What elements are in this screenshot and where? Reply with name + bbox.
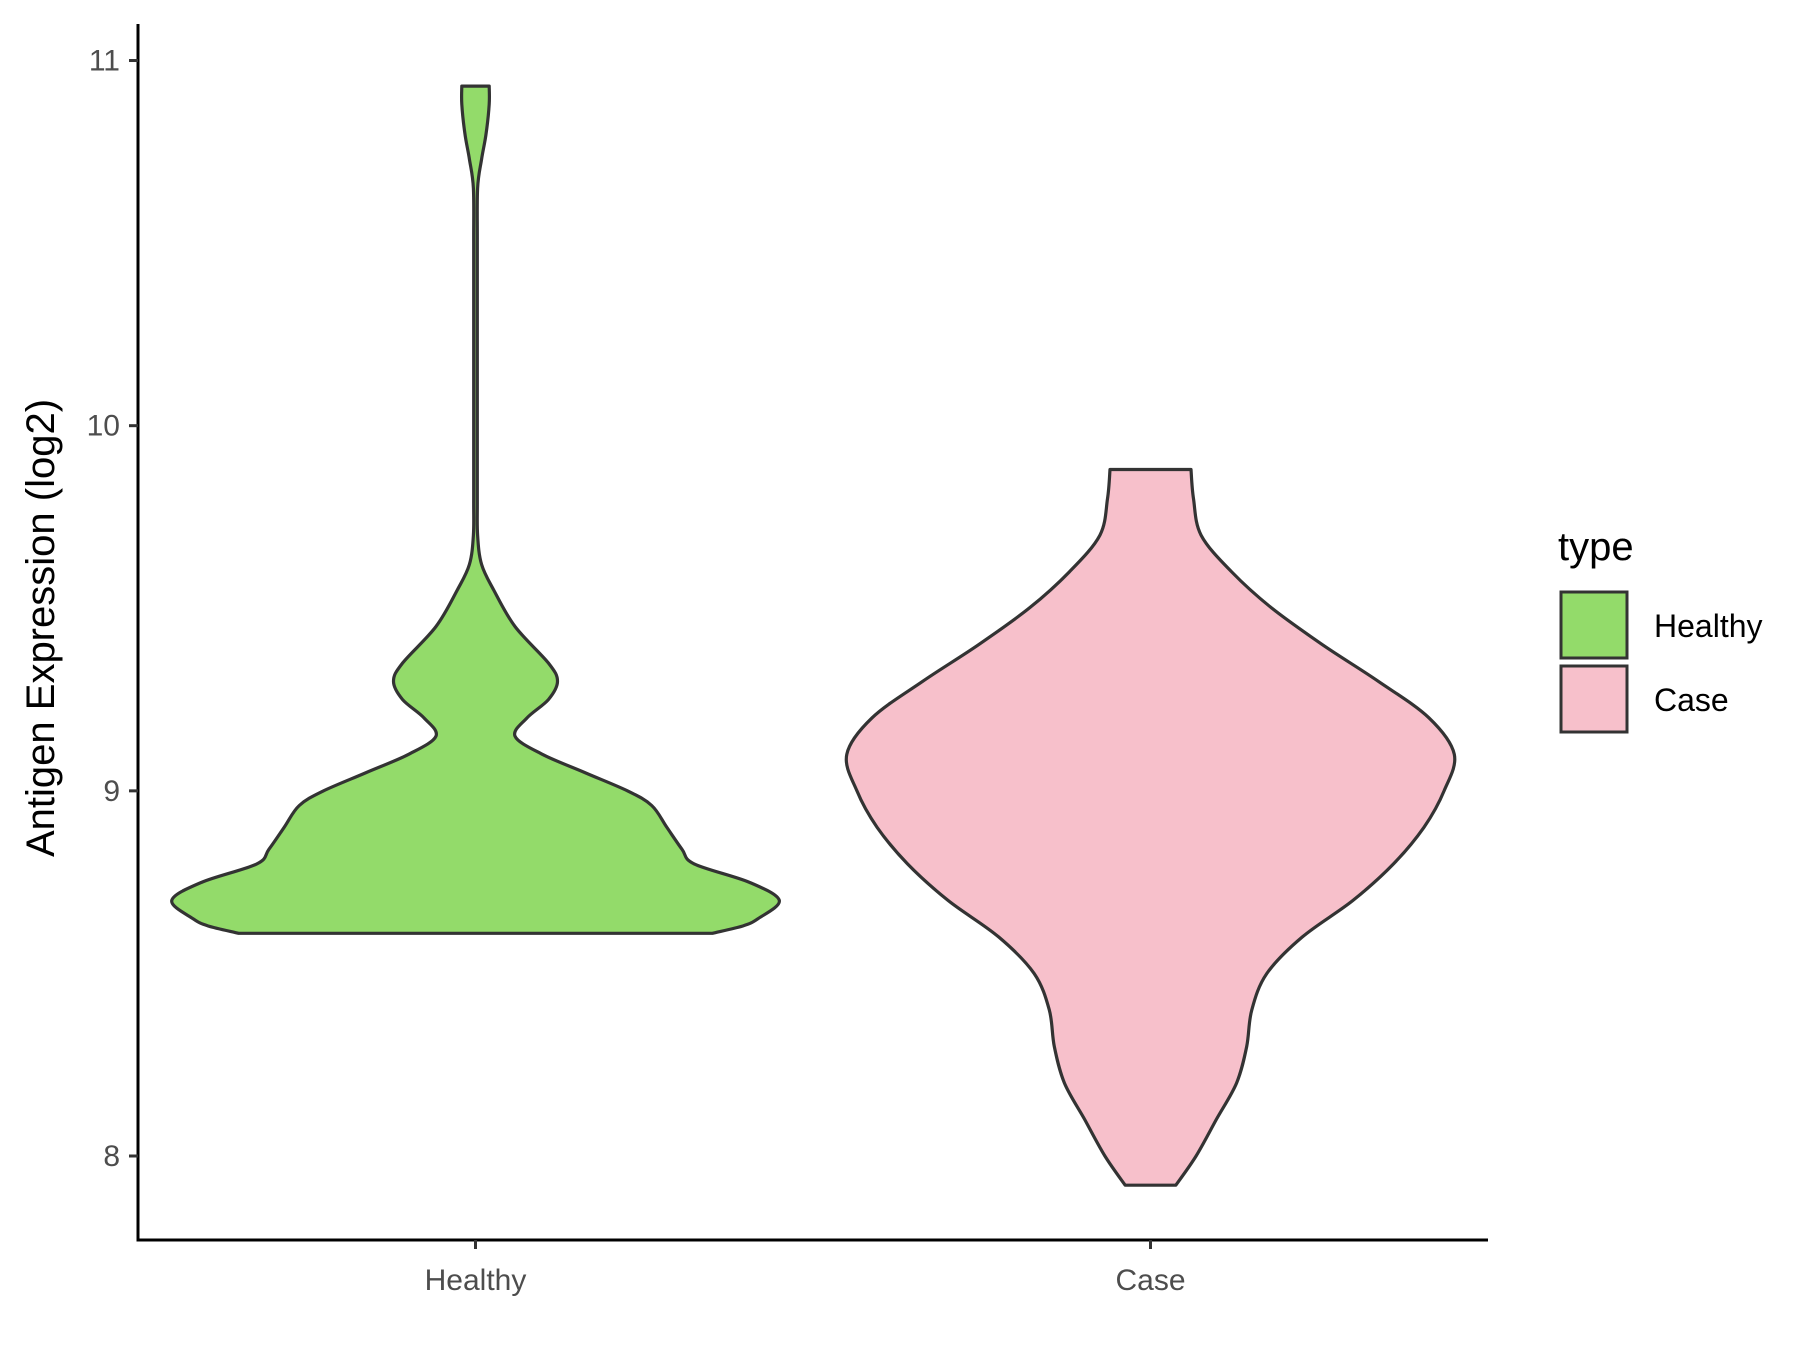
axes-layer: 8 9 10 11 Healthy Case: [87, 24, 1488, 1297]
legend-label-case: Case: [1654, 682, 1729, 718]
x-tick-label: Case: [1115, 1264, 1185, 1297]
legend: type Healthy Case: [1558, 525, 1763, 734]
violin-case: [844, 467, 1457, 1187]
legend-label-healthy: Healthy: [1654, 608, 1763, 644]
violin-healthy: [170, 84, 781, 935]
y-axis-title: Antigen Expression (log2): [19, 399, 63, 857]
legend-key-case: [1559, 664, 1629, 734]
y-tick-label: 11: [89, 45, 120, 78]
x-tick-label: Healthy: [425, 1264, 527, 1297]
y-tick-label: 10: [87, 410, 120, 443]
violins-layer: [170, 84, 1457, 1187]
legend-title: type: [1558, 525, 1634, 569]
y-tick-label: 8: [103, 1140, 120, 1173]
legend-key-healthy: [1559, 590, 1629, 660]
y-tick-label: 9: [103, 775, 120, 808]
